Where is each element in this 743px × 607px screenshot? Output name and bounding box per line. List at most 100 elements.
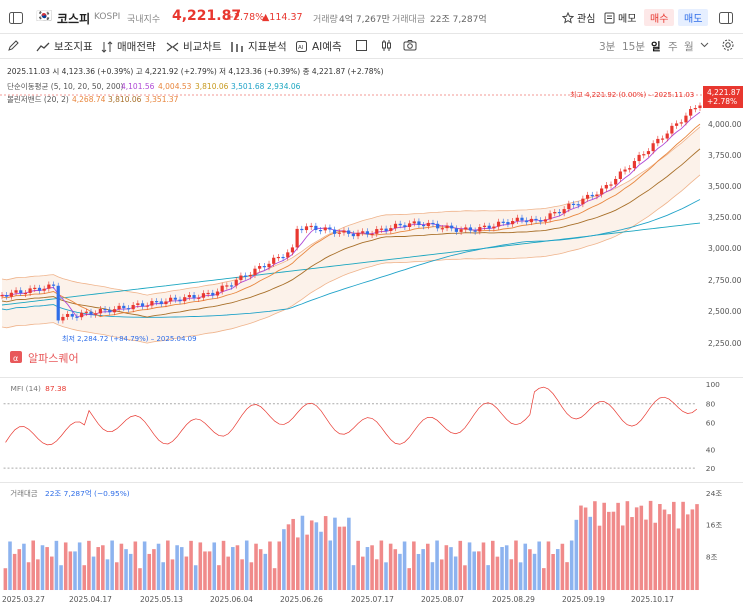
volume-bar (458, 540, 463, 591)
price-axis-label: 3,750.00 (708, 151, 742, 160)
memo-button[interactable]: 메모 (604, 10, 636, 25)
sidebar-toggle-icon[interactable] (8, 10, 24, 29)
panel-toggle-icon[interactable] (718, 10, 734, 29)
volume-bar (156, 543, 161, 591)
volume-bar (272, 568, 277, 591)
candle-body (450, 225, 454, 229)
candle-body (112, 309, 117, 313)
draw-tool-button[interactable] (7, 39, 20, 52)
candle-body (689, 109, 693, 116)
volume-bar (616, 502, 620, 591)
indicator-label: 보조지표 (54, 41, 93, 53)
screenshot-button[interactable] (403, 39, 417, 51)
mfi-axis-label: 100 (706, 380, 720, 389)
candle-body (660, 138, 665, 140)
candle-body (229, 285, 234, 287)
buy-button[interactable]: 매수 (644, 9, 675, 26)
volume-bar (356, 540, 360, 591)
volume-bar (402, 541, 407, 591)
volume-bar (147, 553, 152, 591)
candle-style-button[interactable] (380, 39, 393, 52)
checkbox-toggle[interactable] (355, 39, 368, 52)
strategy-button[interactable]: 매매전략 (101, 39, 156, 54)
candle-body (614, 178, 618, 185)
candle-body (5, 295, 9, 297)
indicator-button[interactable]: 보조지표 (36, 39, 93, 54)
candle-body (356, 232, 360, 237)
volume-bar (551, 553, 555, 591)
volume-bar (518, 562, 523, 591)
volume-bar (667, 514, 671, 591)
volume-bar (309, 520, 314, 591)
candle-body (361, 231, 365, 233)
candle-body (61, 316, 65, 321)
chevron-down-icon[interactable] (700, 42, 709, 48)
volume-panel[interactable]: 거래대금 22조 7,287억 (−0.95%) 24조 16조 8조 (0, 482, 743, 592)
candle-body (520, 217, 524, 221)
ai-label: AI예측 (312, 41, 342, 53)
timeframe-3min[interactable]: 3분 (599, 41, 616, 53)
candle-body (567, 203, 571, 210)
candle-body (670, 125, 674, 134)
candle-body (19, 290, 23, 294)
watchlist-button[interactable]: 관심 (562, 10, 595, 25)
candle-body (159, 301, 163, 305)
candle-body (211, 292, 215, 296)
candle-body (431, 222, 435, 225)
candle-body (347, 230, 351, 234)
ai-chip-icon: AI (296, 41, 307, 52)
candle-body (698, 105, 702, 109)
ma200-value: 2,934.06 (267, 82, 301, 91)
mfi-panel[interactable]: MFI (14) 87.38 100 80 60 40 20 (0, 377, 743, 481)
volume-bar (212, 542, 217, 591)
timeframe-month[interactable]: 월 (684, 41, 694, 53)
volume-bar (569, 540, 574, 591)
analysis-button[interactable]: 지표분석 (230, 39, 287, 54)
volume-bar (607, 511, 611, 591)
timeframe-15min[interactable]: 15분 (622, 41, 646, 53)
trend-icon (36, 42, 50, 51)
volume-bar (374, 559, 379, 591)
timeframe-day[interactable]: 일 (651, 41, 661, 53)
price-chart[interactable]: 4,221.87 +2.78% 4,000.00 3,750.00 3,500.00… (0, 60, 743, 376)
candle-body (454, 228, 459, 232)
candle-body (215, 291, 220, 296)
timeframe-week[interactable]: 주 (668, 41, 678, 53)
candle-body (272, 257, 276, 264)
volume-bar (296, 537, 300, 591)
candle-body (187, 295, 191, 298)
volume-bar (193, 565, 198, 591)
volume-bar (463, 565, 467, 591)
volume-bar (477, 551, 481, 591)
volume-bar (189, 540, 193, 591)
candle-body (47, 284, 51, 289)
candle-body (220, 285, 224, 292)
candle-body (84, 311, 88, 313)
volume-bar (388, 543, 393, 591)
volume-bar (142, 541, 147, 591)
volume-bar (370, 545, 374, 591)
candle-body (581, 198, 585, 205)
ai-predict-button[interactable]: AI AI예측 (295, 39, 342, 54)
candle-body (628, 168, 632, 170)
svg-text:AI: AI (298, 45, 304, 51)
volume-bar (625, 501, 630, 591)
date-label: 2025.06.26 (280, 595, 323, 604)
settings-icon[interactable] (721, 38, 735, 52)
volume-bar (449, 547, 453, 591)
change-percent: +2.78% (226, 12, 265, 23)
candle-body (384, 228, 388, 231)
volume-panel-value: 22조 7,287억 (−0.95%) (45, 489, 130, 498)
date-label: 2025.03.27 (2, 595, 45, 604)
candle-body (529, 218, 533, 223)
volume-bar (430, 562, 435, 591)
sell-button[interactable]: 매도 (678, 9, 709, 26)
square-icon (356, 40, 367, 51)
candle-body (164, 301, 168, 305)
candle-body (590, 194, 594, 197)
volume-bar (203, 551, 207, 591)
volume-bar (244, 540, 249, 591)
candle-body (290, 247, 295, 253)
candle-body (576, 204, 580, 206)
compare-button[interactable]: 비교차트 (166, 39, 222, 54)
